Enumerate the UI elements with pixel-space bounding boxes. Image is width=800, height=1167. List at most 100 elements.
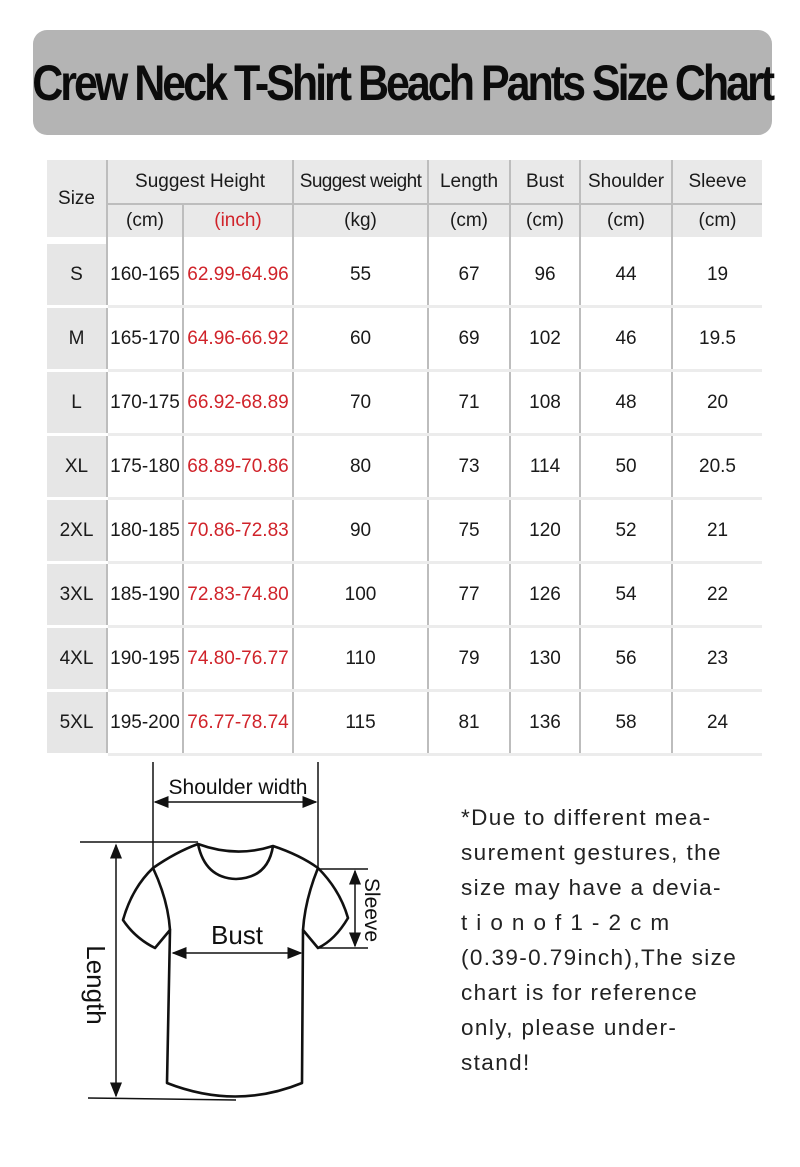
- cell-length: 75: [427, 498, 511, 564]
- cell-inch: 62.99-64.96: [181, 244, 294, 308]
- bust-label: Bust: [211, 920, 264, 950]
- cell-weight: 70: [292, 370, 429, 436]
- cell-shoulder: 50: [579, 434, 673, 500]
- cell-cm: 170-175: [106, 370, 183, 436]
- cell-cm: 165-170: [106, 306, 183, 372]
- cell-cm: 185-190: [106, 562, 183, 628]
- tshirt-measurement-diagram: Shoulder width Bust Length Sleeve: [80, 762, 383, 1101]
- cell-inch: 70.86-72.83: [181, 498, 294, 564]
- cell-bust: 126: [509, 562, 581, 628]
- header-weight: Suggest weight: [292, 160, 429, 204]
- unit-shoulder: (cm): [579, 203, 673, 237]
- table-row: 2XL 180-185 70.86-72.83 90 75 120 52 21: [47, 498, 763, 564]
- cell-size: S: [47, 244, 107, 308]
- cell-inch: 66.92-68.89: [181, 370, 294, 436]
- cell-cm: 180-185: [106, 498, 183, 564]
- measure-lines: [80, 762, 368, 1101]
- size-table: Size Suggest Height Suggest weight Lengt…: [47, 160, 763, 756]
- unit-height-inch: (inch): [181, 203, 294, 237]
- cell-size: 2XL: [47, 498, 107, 564]
- note-line: surement gestures, the: [461, 840, 722, 865]
- header-sleeve: Sleeve: [671, 160, 763, 204]
- cell-bust: 136: [509, 690, 581, 756]
- cell-shoulder: 52: [579, 498, 673, 564]
- cell-cm: 160-165: [106, 244, 183, 308]
- unit-length: (cm): [427, 203, 511, 237]
- table-row: 3XL 185-190 72.83-74.80 100 77 126 54 22: [47, 562, 763, 628]
- cell-size: XL: [47, 434, 107, 500]
- table-row: 5XL 195-200 76.77-78.74 115 81 136 58 24: [47, 690, 763, 756]
- unit-bust: (cm): [509, 203, 581, 237]
- table-row: 4XL 190-195 74.80-76.77 110 79 130 56 23: [47, 626, 763, 692]
- cell-inch: 74.80-76.77: [181, 626, 294, 692]
- header-size: Size: [47, 160, 107, 237]
- cell-sleeve: 20: [671, 370, 763, 436]
- note-line: chart is for reference: [461, 980, 699, 1005]
- cell-weight: 90: [292, 498, 429, 564]
- cell-bust: 114: [509, 434, 581, 500]
- cell-bust: 108: [509, 370, 581, 436]
- length-label: Length: [81, 945, 111, 1025]
- cell-shoulder: 56: [579, 626, 673, 692]
- cell-inch: 64.96-66.92: [181, 306, 294, 372]
- cell-size: M: [47, 306, 107, 372]
- note-line: t i o n o f 1 - 2 c m: [461, 910, 671, 935]
- cell-weight: 100: [292, 562, 429, 628]
- cell-weight: 110: [292, 626, 429, 692]
- note-line: *Due to different mea-: [461, 805, 712, 830]
- cell-cm: 195-200: [106, 690, 183, 756]
- cell-shoulder: 46: [579, 306, 673, 372]
- cell-bust: 130: [509, 626, 581, 692]
- cell-size: 5XL: [47, 690, 107, 756]
- table-row: L 170-175 66.92-68.89 70 71 108 48 20: [47, 370, 763, 436]
- cell-shoulder: 44: [579, 244, 673, 308]
- note-line: stand!: [461, 1050, 531, 1075]
- cell-inch: 76.77-78.74: [181, 690, 294, 756]
- cell-sleeve: 23: [671, 626, 763, 692]
- cell-length: 69: [427, 306, 511, 372]
- measurement-note: *Due to different mea-surement gestures,…: [461, 800, 761, 1080]
- cell-sleeve: 20.5: [671, 434, 763, 500]
- cell-weight: 55: [292, 244, 429, 308]
- header-bust: Bust: [509, 160, 581, 204]
- header-height: Suggest Height: [105, 160, 294, 204]
- cell-length: 71: [427, 370, 511, 436]
- cell-weight: 80: [292, 434, 429, 500]
- cell-length: 67: [427, 244, 511, 308]
- note-line: size may have a devia-: [461, 875, 722, 900]
- cell-bust: 96: [509, 244, 581, 308]
- cell-shoulder: 58: [579, 690, 673, 756]
- note-line: (0.39-0.79inch),The size: [461, 945, 738, 970]
- cell-inch: 68.89-70.86: [181, 434, 294, 500]
- cell-weight: 115: [292, 690, 429, 756]
- cell-cm: 190-195: [106, 626, 183, 692]
- cell-shoulder: 54: [579, 562, 673, 628]
- tshirt-outline: [121, 842, 350, 1098]
- cell-length: 79: [427, 626, 511, 692]
- table-row: M 165-170 64.96-66.92 60 69 102 46 19.5: [47, 306, 763, 372]
- cell-sleeve: 19: [671, 244, 763, 308]
- cell-size: L: [47, 370, 107, 436]
- cell-sleeve: 21: [671, 498, 763, 564]
- unit-weight: (kg): [292, 203, 429, 237]
- table-row: XL 175-180 68.89-70.86 80 73 114 50 20.5: [47, 434, 763, 500]
- shoulder-width-label: Shoulder width: [169, 776, 308, 799]
- header-shoulder: Shoulder: [579, 160, 673, 204]
- cell-size: 3XL: [47, 562, 107, 628]
- cell-bust: 120: [509, 498, 581, 564]
- cell-sleeve: 22: [671, 562, 763, 628]
- unit-height-cm: (cm): [106, 203, 183, 237]
- cell-size: 4XL: [47, 626, 107, 692]
- cell-inch: 72.83-74.80: [181, 562, 294, 628]
- cell-length: 73: [427, 434, 511, 500]
- title-banner: Crew Neck T-Shirt Beach Pants Size Chart: [32, 30, 776, 135]
- cell-length: 81: [427, 690, 511, 756]
- cell-cm: 175-180: [106, 434, 183, 500]
- header-length: Length: [427, 160, 511, 204]
- cell-bust: 102: [509, 306, 581, 372]
- page-title: Crew Neck T-Shirt Beach Pants Size Chart: [32, 54, 776, 111]
- cell-sleeve: 19.5: [671, 306, 763, 372]
- table-row: S 160-165 62.99-64.96 55 67 96 44 19: [47, 244, 763, 308]
- sleeve-label: Sleeve: [360, 878, 383, 942]
- note-line: only, please under-: [461, 1015, 678, 1040]
